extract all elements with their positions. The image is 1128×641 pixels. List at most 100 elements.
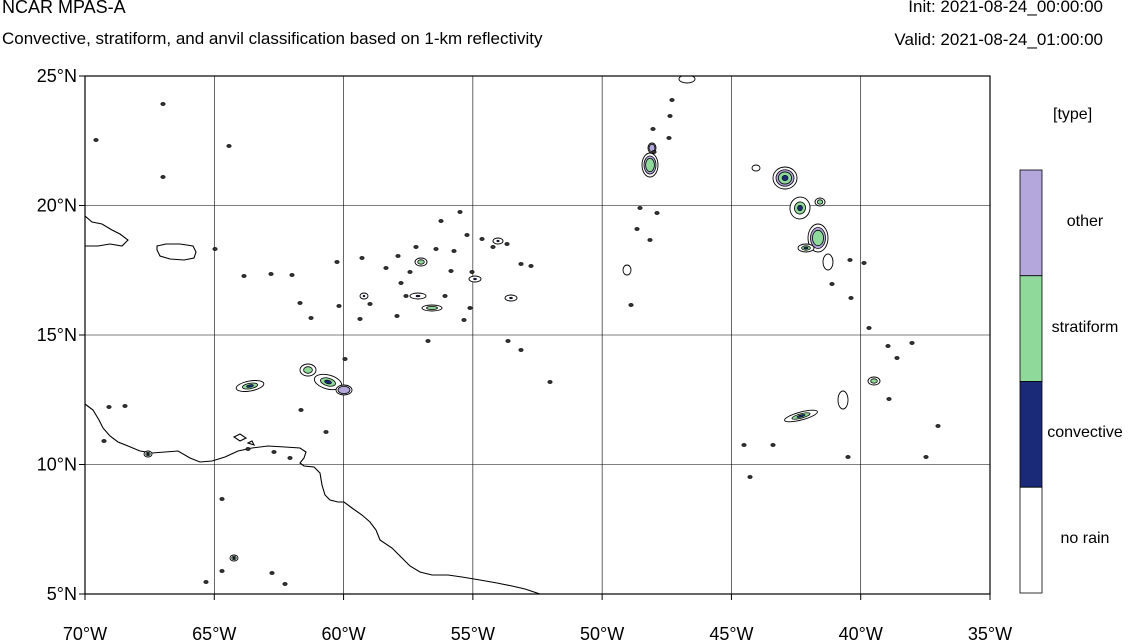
precip-dot	[654, 211, 660, 215]
precip-dot	[634, 227, 640, 231]
coastline-puerto-rico	[156, 243, 197, 261]
precip-dots	[93, 98, 941, 586]
precip-cell	[235, 380, 265, 392]
precip-dot	[287, 456, 293, 460]
precip-cell	[822, 253, 834, 271]
x-tick-label: 65°W	[192, 624, 236, 641]
x-axis-labels: 70°W 65°W 60°W 55°W 50°W 45°W 40°W 35°W	[63, 624, 1012, 641]
precip-cell	[641, 152, 659, 178]
precip-dot	[848, 296, 854, 300]
precip-dot	[323, 430, 329, 434]
legend-label: other	[1066, 212, 1104, 230]
precip-cell	[335, 384, 353, 396]
precip-cell	[414, 257, 428, 267]
precip-dot	[747, 475, 753, 479]
precip-dot	[909, 341, 915, 345]
precip-cell	[409, 292, 427, 300]
precip-dot	[122, 404, 128, 408]
precip-dot	[464, 233, 470, 237]
precip-dot	[289, 273, 295, 277]
precip-dot	[885, 344, 891, 348]
precip-dot	[394, 314, 400, 318]
map-features	[85, 76, 941, 594]
precip-dot	[308, 316, 314, 320]
precip-cell	[421, 304, 443, 312]
precip-dot	[160, 175, 166, 179]
precip-dot	[101, 439, 107, 443]
precip-dot	[457, 210, 463, 214]
y-tick-label: 5°N	[47, 584, 77, 604]
precip-dot	[398, 281, 404, 285]
precip-dot	[433, 247, 439, 251]
precip-dot	[647, 238, 653, 242]
x-tick-label: 40°W	[839, 624, 883, 641]
x-tick-label: 70°W	[63, 624, 107, 641]
precip-cell	[814, 197, 826, 207]
precip-cell	[622, 264, 632, 276]
precip-dot	[93, 138, 99, 142]
precip-cell	[143, 450, 153, 458]
precip-dot	[203, 580, 209, 584]
precip-dot	[894, 356, 900, 360]
coastline-tobago	[246, 440, 256, 446]
precip-cell	[229, 554, 239, 562]
legend-label: no rain	[1060, 530, 1110, 548]
precip-dot	[935, 424, 941, 428]
legend-swatch-stratiform	[1019, 275, 1043, 382]
precip-dot	[829, 282, 835, 286]
precip-dot	[106, 405, 112, 409]
x-tick-label: 45°W	[709, 624, 753, 641]
precip-cell	[678, 76, 696, 84]
precip-dot	[219, 497, 225, 501]
precip-dot	[268, 272, 274, 276]
precip-dot	[528, 264, 534, 268]
precip-dot	[448, 269, 454, 273]
precip-cells	[143, 76, 881, 562]
precip-dot	[628, 303, 634, 307]
precip-dot	[342, 357, 348, 361]
axis-ticks	[79, 75, 991, 600]
x-tick-label: 50°W	[580, 624, 624, 641]
precip-dot	[666, 136, 672, 140]
precip-cell	[772, 166, 798, 190]
precip-dot	[518, 262, 524, 266]
precip-cell	[784, 409, 818, 423]
precip-dot	[845, 455, 851, 459]
precip-dot	[650, 127, 656, 131]
precip-dot	[425, 339, 431, 343]
precip-dot	[667, 114, 673, 118]
precip-dot	[403, 294, 409, 298]
map-title: NCAR MPAS-A	[2, 0, 126, 17]
precip-dot	[245, 447, 251, 451]
legend-title: [type]	[1053, 106, 1093, 123]
precip-dot	[282, 582, 288, 586]
precip-dot	[160, 102, 166, 106]
precip-dot	[367, 302, 373, 306]
precip-cell	[359, 292, 369, 300]
x-tick-label: 35°W	[968, 624, 1012, 641]
coastline-hispaniola	[85, 215, 129, 247]
precip-dot	[219, 569, 225, 573]
coastline-south-america	[85, 403, 541, 594]
precip-dot	[451, 249, 457, 253]
precip-dot	[504, 242, 510, 246]
coastline-trinidad	[232, 433, 248, 442]
precip-dot	[226, 144, 232, 148]
precip-dot	[271, 450, 277, 454]
y-tick-label: 10°N	[37, 455, 77, 475]
precip-dot	[334, 260, 340, 264]
precip-cell	[468, 275, 482, 283]
precip-dot	[336, 304, 342, 308]
precip-dot	[241, 274, 247, 278]
precip-dot	[395, 254, 401, 258]
precip-dot	[298, 408, 304, 412]
precip-cell	[807, 223, 829, 253]
x-tick-label: 60°W	[321, 624, 365, 641]
precip-cell	[797, 243, 815, 253]
y-tick-label: 15°N	[37, 325, 77, 345]
legend-swatch-no-rain	[1019, 486, 1043, 594]
precip-dot	[547, 380, 553, 384]
precip-cell	[867, 376, 881, 386]
gridlines	[84, 75, 991, 595]
precip-dot	[770, 443, 776, 447]
